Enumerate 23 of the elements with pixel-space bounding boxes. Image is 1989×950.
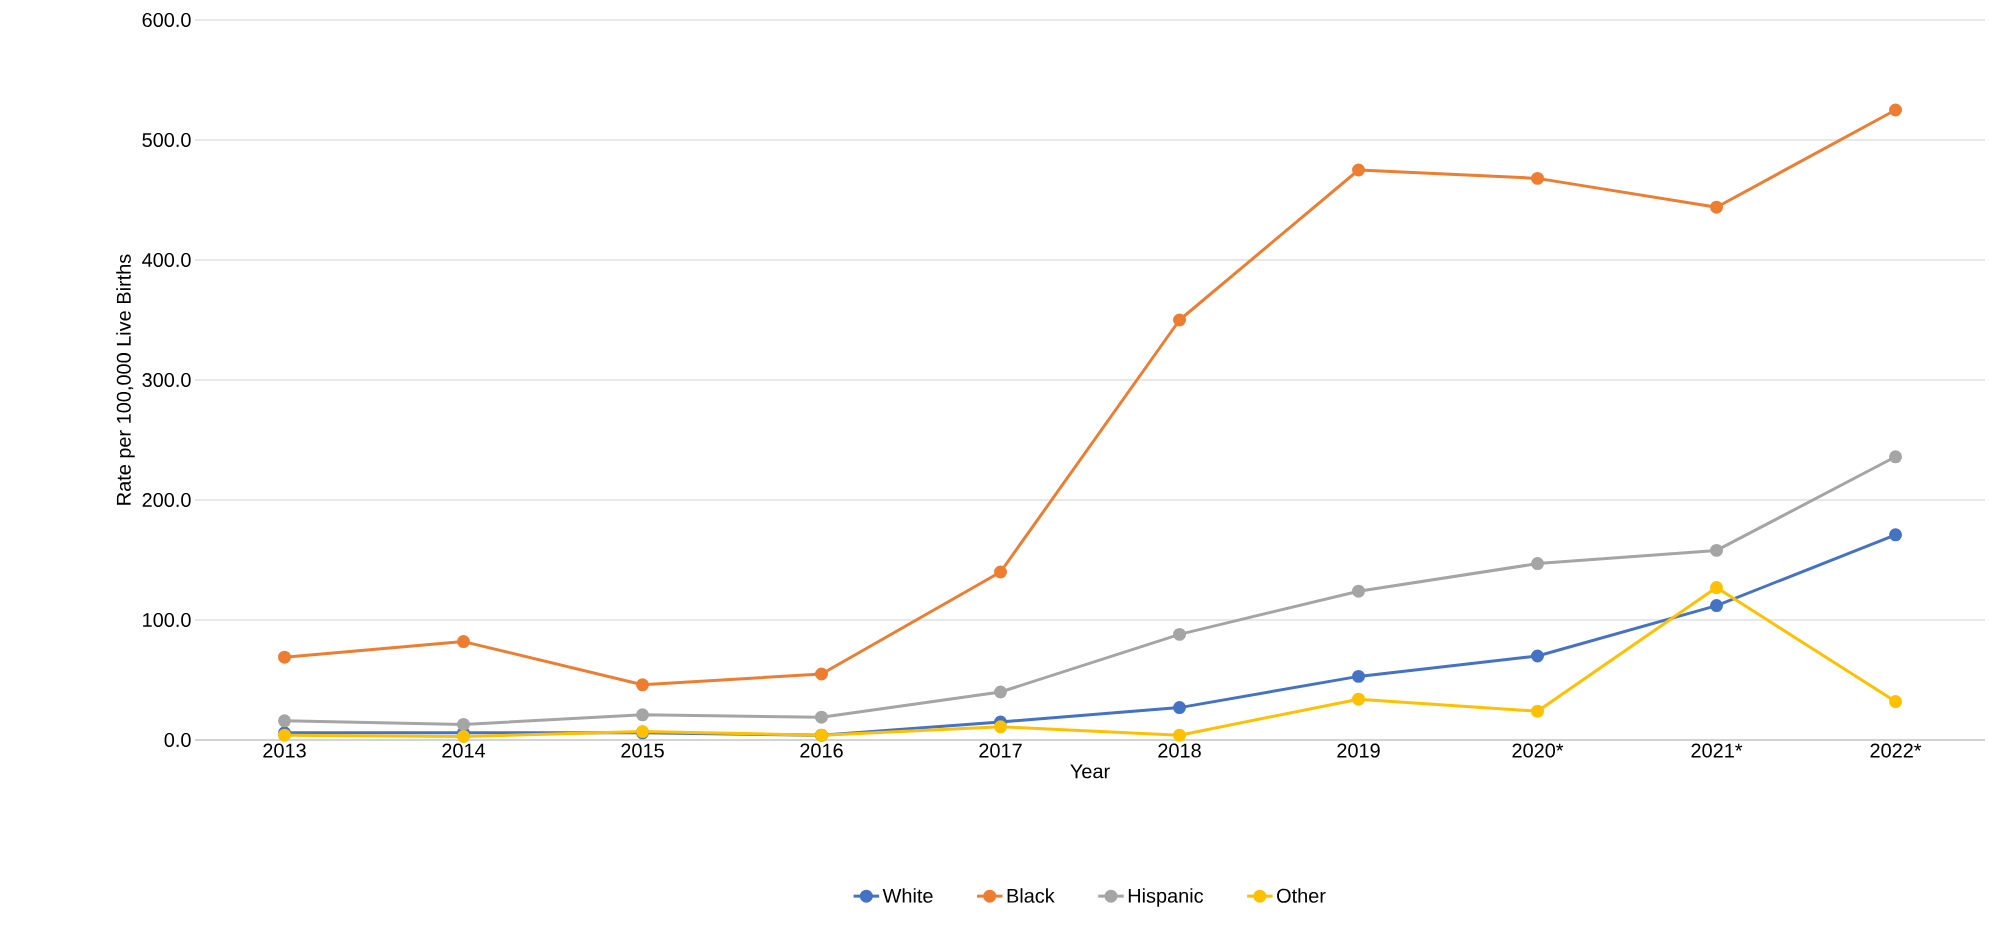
y-tick-label: 0.0 — [164, 732, 191, 748]
y-tick-label: 100.0 — [143, 612, 191, 628]
x-tick-label: 2016 — [800, 743, 843, 758]
x-tick-label: 2018 — [1158, 743, 1201, 758]
x-tick-label: 2019 — [1337, 743, 1380, 758]
y-tick-label: 500.0 — [142, 132, 191, 148]
legend-label: White — [882, 888, 933, 903]
x-tick-label: 2021* — [1691, 743, 1743, 758]
y-axis-title: Rate per 100,000 Live Births — [116, 254, 135, 505]
x-tick-label: 2014 — [442, 743, 486, 758]
legend-label: Black — [1007, 888, 1055, 903]
y-tick-label: 400.0 — [142, 252, 191, 268]
y-tick-label: 200.0 — [142, 492, 191, 508]
legend-label: Other — [1277, 888, 1326, 903]
x-tick-label: 2017 — [979, 743, 1022, 758]
x-tick-label: 2022* — [1870, 743, 1922, 758]
x-tick-label: 2020* — [1512, 743, 1564, 758]
legend-label: Hispanic — [1128, 888, 1204, 907]
y-tick-label: 600.0 — [142, 12, 191, 28]
y-tick-label: 300.0 — [142, 372, 191, 388]
x-tick-label: 2013 — [263, 743, 306, 758]
x-axis-title: Year — [1070, 764, 1110, 779]
x-tick-label: 2015 — [621, 743, 664, 758]
